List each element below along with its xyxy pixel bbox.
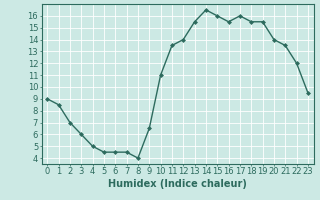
- X-axis label: Humidex (Indice chaleur): Humidex (Indice chaleur): [108, 179, 247, 189]
